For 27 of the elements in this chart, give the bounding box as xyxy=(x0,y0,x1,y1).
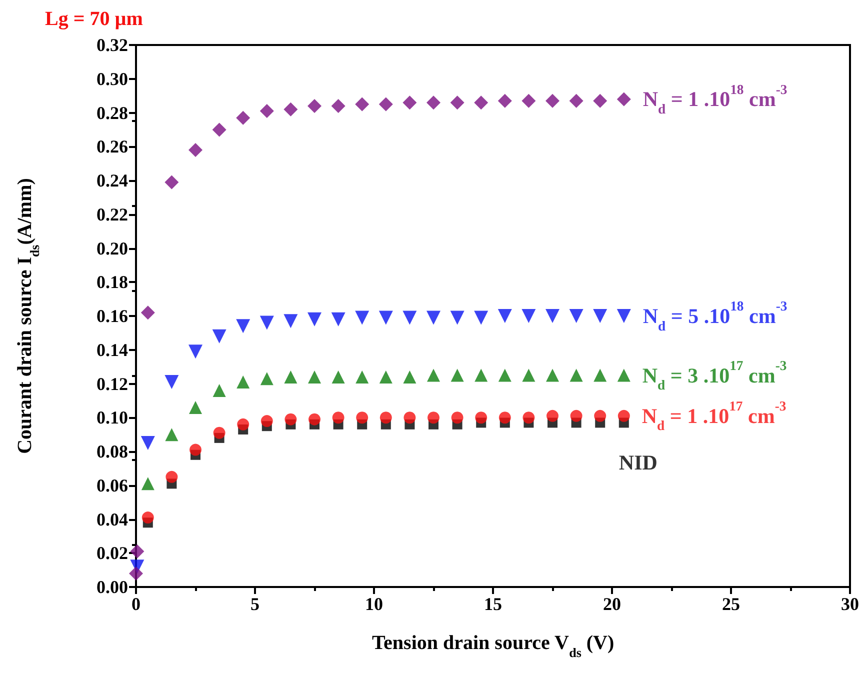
y-tick-label: 0.14 xyxy=(96,340,128,360)
x-tick-label: 15 xyxy=(484,594,502,614)
x-tick-label: 10 xyxy=(365,594,383,614)
y-tick-label: 0.26 xyxy=(96,136,128,157)
x-tick-label: 20 xyxy=(603,594,621,614)
y-tick-label: 0.12 xyxy=(96,374,128,394)
y-tick-label: 0.02 xyxy=(96,543,128,564)
chart-title: Lg = 70 µm xyxy=(45,8,144,30)
x-tick-label: 25 xyxy=(722,594,740,614)
y-tick-label: 0.08 xyxy=(96,442,128,462)
y-tick-label: 0.22 xyxy=(96,204,128,224)
y-tick-label: 0.04 xyxy=(96,509,128,530)
y-tick-label: 0.16 xyxy=(96,306,128,326)
y-tick-label: 0.06 xyxy=(96,475,128,496)
y-axis-title: Courant drain source Ids(A/mm) xyxy=(14,178,42,454)
y-tick-label: 0.30 xyxy=(96,68,128,89)
x-tick-label: 0 xyxy=(132,594,140,614)
y-tick-label: 0.18 xyxy=(96,272,128,292)
x-tick-label: 30 xyxy=(841,594,859,614)
series-label: NID xyxy=(618,450,658,475)
y-tick-label: 0.24 xyxy=(96,170,128,190)
y-tick-label: 0.28 xyxy=(96,102,128,123)
y-tick-label: 0.32 xyxy=(96,35,128,55)
x-tick-label: 5 xyxy=(250,594,260,614)
y-tick-label: 0.10 xyxy=(96,408,128,428)
y-tick-label: 0.20 xyxy=(96,238,128,258)
y-tick-label: 0.00 xyxy=(96,577,128,597)
